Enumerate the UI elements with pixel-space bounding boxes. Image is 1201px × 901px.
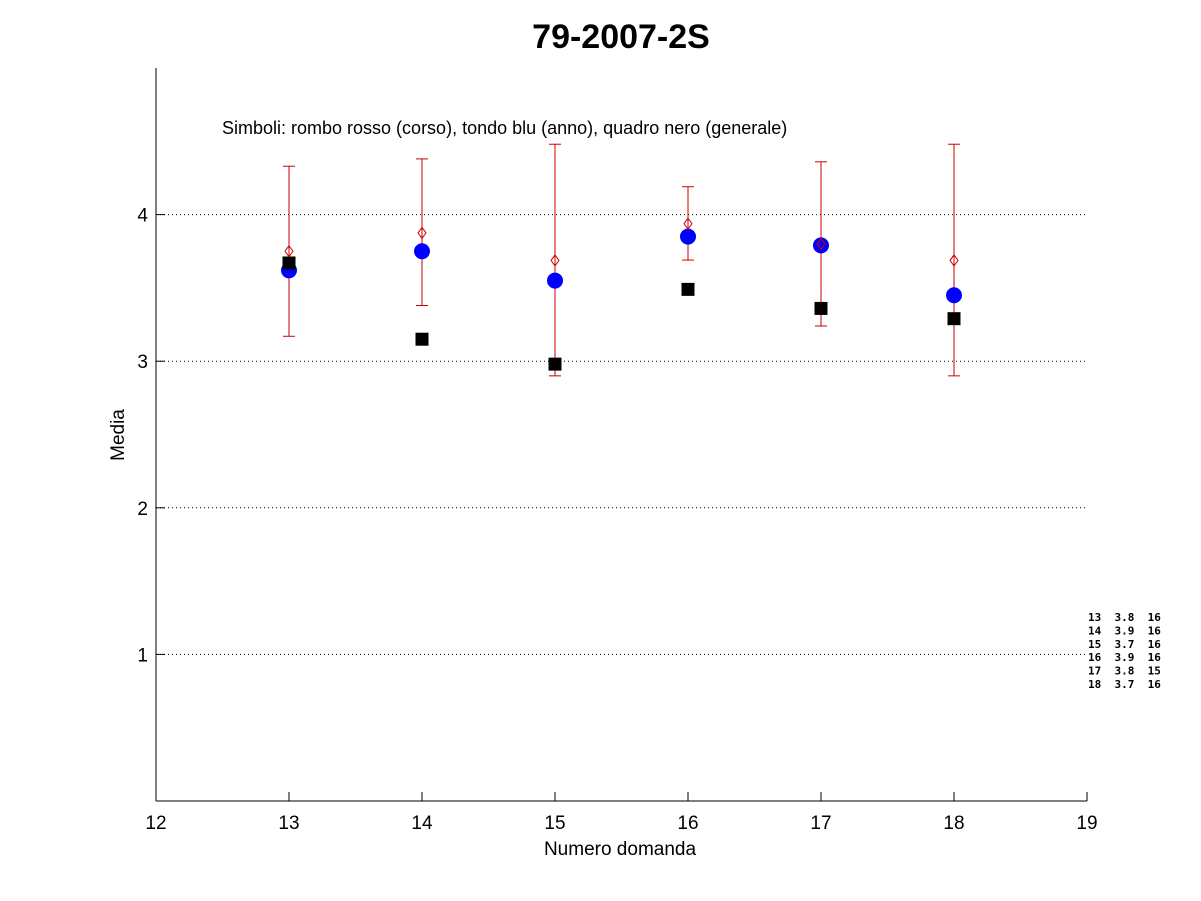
side-table-row-0: 13 3.8 16	[1088, 611, 1161, 624]
legend-annotation: Simboli: rombo rosso (corso), tondo blu …	[222, 118, 787, 138]
circle-point-14	[414, 243, 430, 260]
y-tick-label-4: 4	[137, 206, 148, 227]
diamond-point-14	[417, 226, 427, 240]
y-tick-label-2: 2	[137, 499, 148, 520]
x-tick-label-13: 13	[278, 813, 299, 834]
diamond-point-16	[683, 217, 693, 231]
side-table-row-2: 15 3.7 16	[1088, 638, 1161, 651]
x-tick-label-19: 19	[1076, 813, 1097, 834]
x-tick-label-15: 15	[544, 813, 565, 834]
square-point-16	[681, 282, 695, 296]
side-table-row-5: 18 3.7 16	[1088, 678, 1161, 691]
square-point-18	[947, 312, 961, 326]
diamond-point-18	[949, 254, 959, 267]
diamond-point-13	[284, 244, 294, 258]
chart-title: 79-2007-2S	[532, 18, 710, 56]
side-table-row-3: 16 3.9 16	[1088, 651, 1161, 664]
square-point-14	[415, 332, 429, 346]
diamond-point-15	[550, 254, 560, 267]
square-point-13	[282, 256, 296, 270]
marks-layer	[281, 143, 962, 377]
circle-point-18	[946, 287, 962, 304]
x-tick-label-18: 18	[943, 813, 964, 834]
x-tick-label-14: 14	[411, 813, 433, 834]
circle-point-15	[547, 272, 563, 289]
x-tick-label-12: 12	[145, 813, 166, 834]
x-axis-label: Numero domanda	[544, 839, 697, 860]
x-tick-label-16: 16	[677, 813, 698, 834]
y-axis-label: Media	[108, 409, 129, 461]
circle-point-16	[680, 228, 696, 245]
square-point-15	[548, 357, 562, 371]
side-table-row-4: 17 3.8 15	[1088, 665, 1161, 678]
circle-point-17	[813, 237, 829, 254]
y-tick-label-3: 3	[137, 352, 148, 373]
x-tick-label-17: 17	[810, 813, 831, 834]
side-table-row-1: 14 3.9 16	[1088, 624, 1161, 637]
diamond-point-17	[816, 237, 826, 251]
square-point-17	[814, 301, 828, 315]
y-tick-label-1: 1	[137, 645, 148, 666]
